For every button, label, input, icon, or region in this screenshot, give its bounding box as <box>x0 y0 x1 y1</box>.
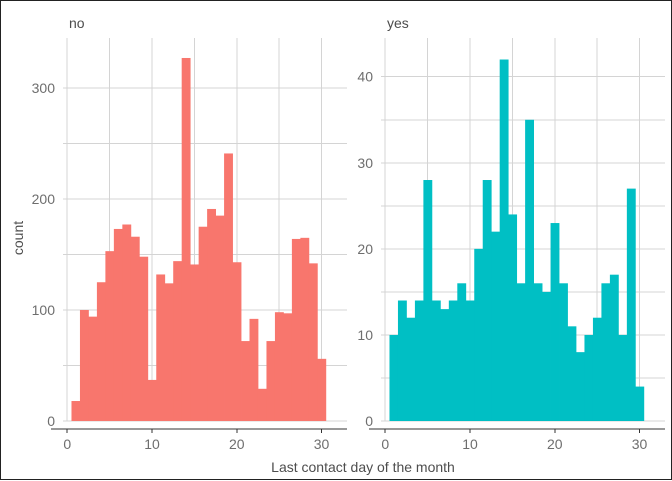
bar-yes-day-2 <box>397 300 407 421</box>
bar-yes-day-17 <box>525 119 534 422</box>
bar-no-day-5 <box>105 251 115 421</box>
bar-yes-day-13 <box>491 231 501 421</box>
bar-yes-day-15 <box>508 214 518 421</box>
bar-yes-day-7 <box>440 309 450 421</box>
x-tick-label: 10 <box>462 436 478 452</box>
bar-yes-day-6 <box>431 300 441 421</box>
bar-yes-day-23 <box>575 352 585 421</box>
bar-no-day-21 <box>241 341 250 421</box>
panel-yes: 0 10 20 30 40 0 10 20 30 yes <box>357 15 665 452</box>
bar-no-day-12 <box>164 283 174 421</box>
x-axis-title: Last contact day of the month <box>271 459 455 475</box>
bar-no-day-16 <box>198 226 208 421</box>
y-tick-label: 10 <box>357 327 373 343</box>
bar-yes-day-22 <box>567 326 577 421</box>
x-tick-label: 0 <box>381 436 389 452</box>
bar-no-day-26 <box>283 313 293 421</box>
y-tick-label: 30 <box>357 155 373 171</box>
bar-yes-day-10 <box>465 300 475 421</box>
bar-yes-day-27 <box>609 274 619 421</box>
x-tick-label: 0 <box>63 436 71 452</box>
y-axis-title: count <box>10 221 26 255</box>
bar-no-day-14 <box>181 57 191 422</box>
bar-no-day-9 <box>139 256 149 421</box>
bar-no-day-20 <box>232 262 242 421</box>
x-tick-label: 20 <box>229 436 245 452</box>
bar-yes-day-20 <box>550 223 560 421</box>
bar-yes-day-1 <box>389 334 399 421</box>
bar-yes-day-19 <box>542 291 551 421</box>
bar-yes-day-30 <box>635 386 645 421</box>
bar-yes-day-12 <box>482 180 492 421</box>
bar-no-day-17 <box>207 208 216 421</box>
bar-yes-day-21 <box>559 283 568 421</box>
bar-yes-day-5 <box>423 180 433 421</box>
y-tick-label: 0 <box>365 413 373 429</box>
bar-yes-day-18 <box>533 283 543 421</box>
y-tick-label: 200 <box>32 191 56 207</box>
bar-no-day-13 <box>173 261 183 421</box>
panel-no: 0 100 200 300 0 10 20 30 no <box>32 15 347 452</box>
bar-no-day-28 <box>300 237 310 421</box>
x-tick-label: 30 <box>632 436 648 452</box>
bar-yes-day-4 <box>414 300 424 421</box>
y-tick-label: 20 <box>357 241 373 257</box>
x-tick-label: 10 <box>144 436 160 452</box>
bar-no-day-11 <box>156 274 166 421</box>
bar-no-day-29 <box>308 263 318 421</box>
bar-yes-day-11 <box>474 248 484 421</box>
bar-no-day-22 <box>249 318 259 421</box>
bar-yes-day-28 <box>618 334 628 421</box>
bar-yes-day-24 <box>584 334 594 421</box>
bar-no-day-3 <box>88 316 98 421</box>
bar-no-day-30 <box>317 358 327 421</box>
bar-yes-day-8 <box>448 300 458 421</box>
bar-no-day-15 <box>190 264 200 421</box>
bar-yes-day-29 <box>626 188 636 421</box>
x-tick-label: 30 <box>314 436 330 452</box>
facet-label-no: no <box>69 15 85 31</box>
bar-no-day-24 <box>266 341 276 421</box>
bar-no-day-19 <box>224 153 233 421</box>
bar-no-day-2 <box>79 309 89 421</box>
bar-yes-day-26 <box>601 283 611 421</box>
bar-no-day-8 <box>130 236 140 421</box>
bar-yes-day-16 <box>516 283 526 421</box>
bar-yes-day-14 <box>499 59 509 422</box>
bar-yes-day-3 <box>406 317 416 421</box>
bar-no-day-4 <box>96 282 106 421</box>
bar-no-day-7 <box>122 224 132 421</box>
bar-no-day-6 <box>113 228 123 421</box>
facet-label-yes: yes <box>387 15 409 31</box>
y-tick-label: 0 <box>47 413 55 429</box>
bar-yes-day-9 <box>457 283 467 421</box>
bar-no-day-10 <box>147 379 157 421</box>
y-tick-label: 300 <box>32 80 56 96</box>
bar-no-day-27 <box>291 238 301 421</box>
bar-no-day-23 <box>257 388 267 421</box>
bar-no-day-1 <box>71 401 81 421</box>
bar-yes-day-25 <box>592 317 602 421</box>
y-tick-label: 40 <box>357 69 373 85</box>
x-tick-label: 20 <box>547 436 563 452</box>
bar-no-day-25 <box>274 312 284 421</box>
bar-no-day-18 <box>215 215 225 421</box>
y-tick-label: 100 <box>32 302 56 318</box>
